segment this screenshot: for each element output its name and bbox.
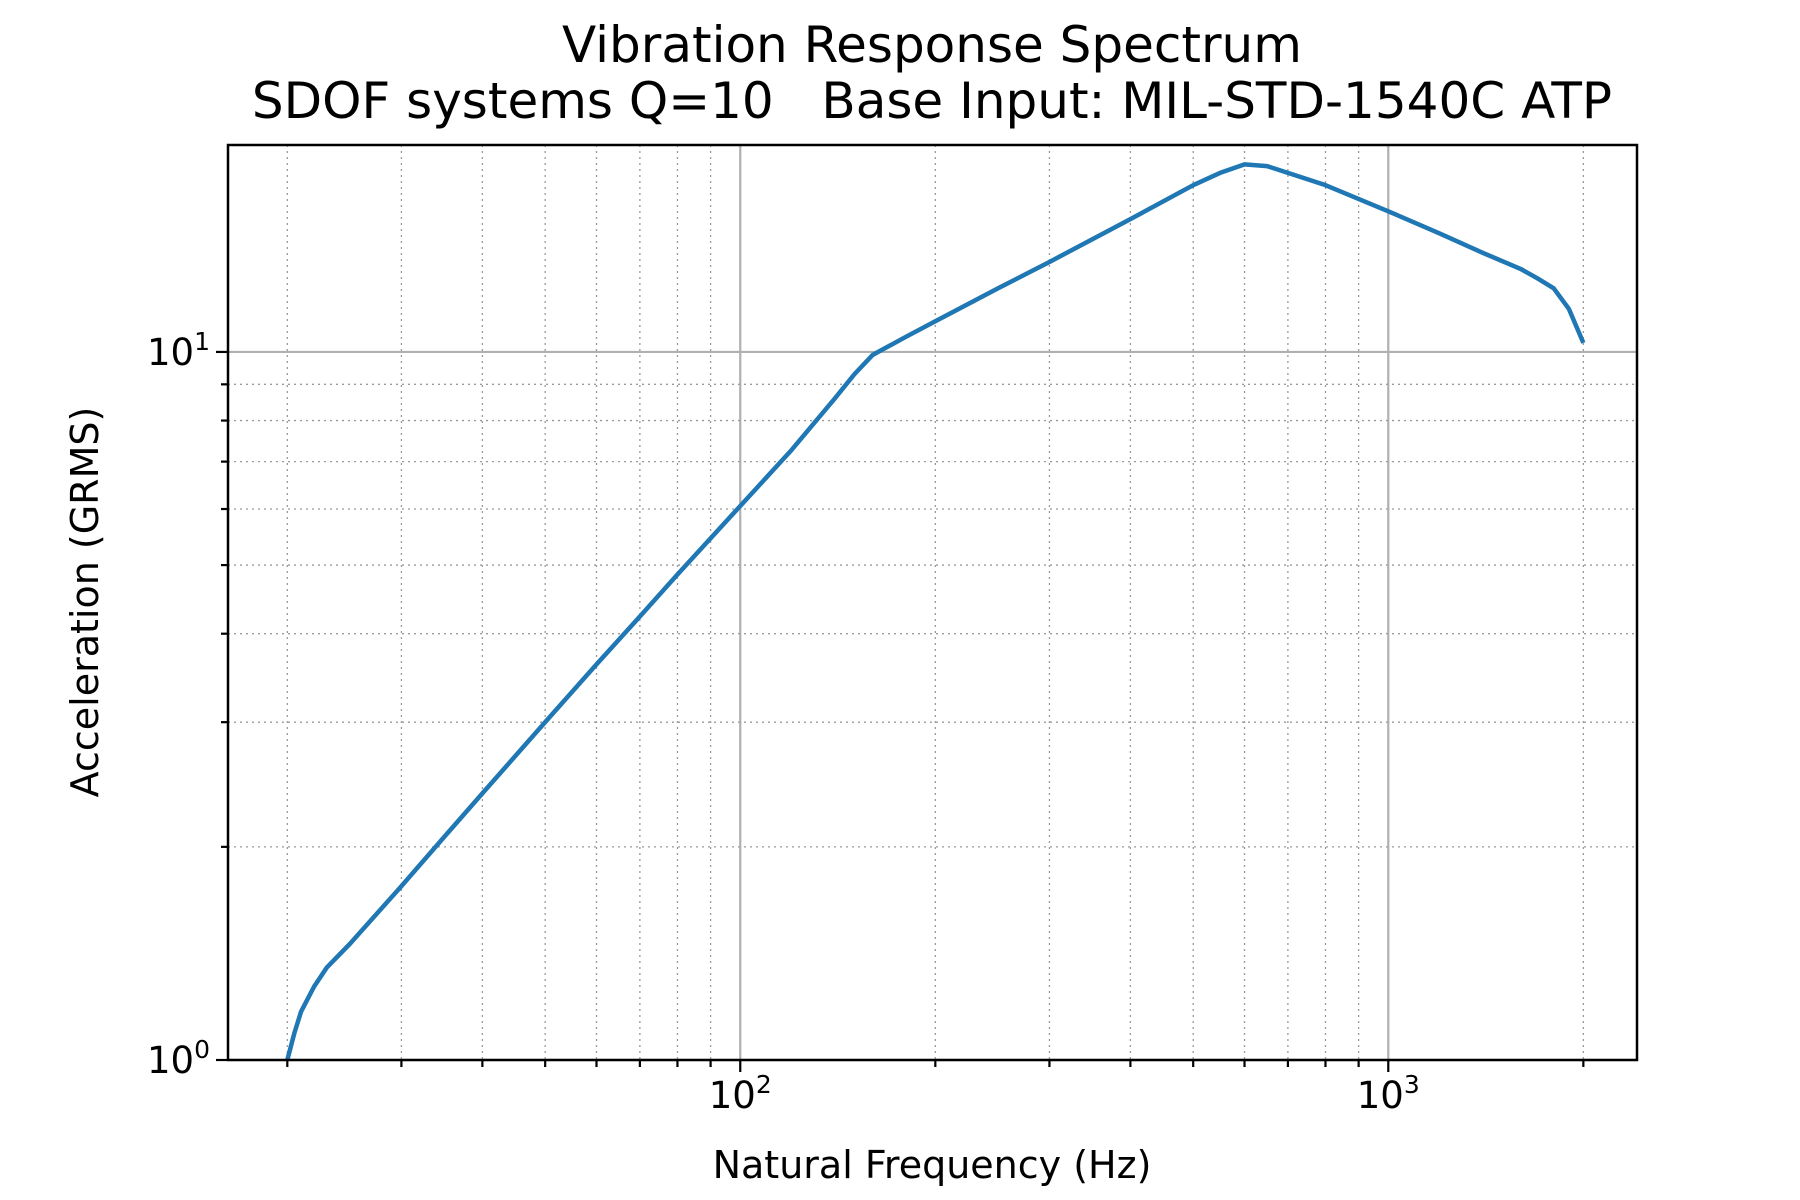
x-tick-label-exponent: 3: [1404, 1070, 1420, 1099]
plot-frame: [226, 143, 1639, 1062]
chart-subtitle: SDOF systems Q=10 Base Input: MIL-STD-15…: [252, 72, 1612, 130]
x-axis-label: Natural Frequency (Hz): [713, 1143, 1152, 1187]
x-tick-label-exponent: 2: [756, 1070, 772, 1099]
x-tick-label-base: 10: [1357, 1074, 1404, 1117]
series-layer: [285, 162, 1586, 1061]
y-tick-label: 100: [147, 1035, 210, 1082]
grid-layer: [228, 145, 1637, 1062]
y-tick-label-exponent: 0: [194, 1035, 210, 1064]
chart-title: Vibration Response Spectrum: [562, 16, 1302, 74]
y-tick-label-base: 10: [147, 331, 194, 374]
x-tick-label: 102: [709, 1070, 772, 1117]
y-tick-label: 101: [147, 327, 210, 374]
series-line: [285, 162, 1586, 1061]
x-tick-label: 103: [1357, 1070, 1420, 1117]
y-axis-label: Acceleration (GRMS): [63, 407, 107, 798]
y-tick-label-exponent: 1: [194, 327, 210, 356]
x-tick-label-base: 10: [709, 1074, 756, 1117]
y-tick-label-base: 10: [147, 1039, 194, 1082]
